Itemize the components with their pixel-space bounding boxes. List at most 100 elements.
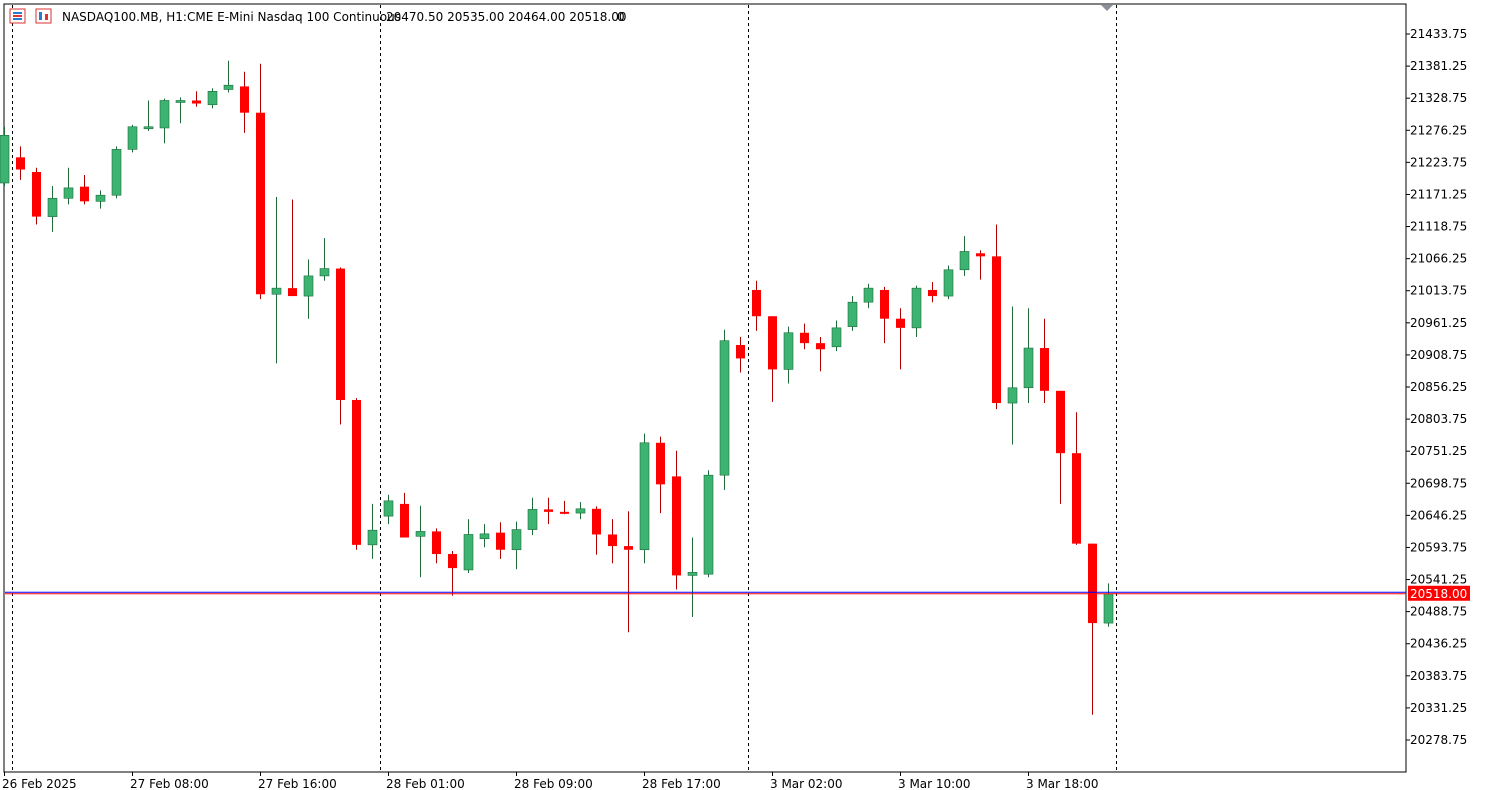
bear-candle-body	[432, 531, 441, 555]
bull-candle-body	[271, 287, 282, 295]
candle-22	[352, 398, 361, 550]
candle-36	[575, 502, 586, 520]
y-tick-label: 20488.75	[1410, 605, 1467, 619]
bear-candle-body	[608, 534, 617, 547]
y-tick-label: 21433.75	[1410, 27, 1467, 41]
candle-60	[959, 236, 970, 276]
bull-candle-body	[223, 84, 234, 90]
candles	[0, 60, 1114, 715]
candle-62	[992, 224, 1001, 410]
bull-candle-body	[383, 500, 394, 517]
candle-29	[463, 519, 474, 573]
bear-candle-body	[592, 508, 601, 535]
bull-candle-body	[575, 508, 586, 514]
chart-type-icon[interactable]	[35, 8, 52, 24]
x-tick-label: 3 Mar 02:00	[770, 777, 843, 790]
candle-6	[95, 190, 106, 209]
bull-candle-body	[207, 91, 218, 106]
candle-9	[143, 100, 154, 132]
candle-19	[303, 259, 314, 319]
bear-candle-body	[656, 442, 665, 485]
x-tick-label: 3 Mar 10:00	[898, 777, 971, 790]
x-tick-label: 27 Feb 16:00	[258, 777, 337, 790]
bear-candle-body	[1040, 348, 1049, 391]
y-tick-label: 21171.25	[1410, 187, 1467, 201]
candle-54	[863, 283, 874, 309]
bear-candle-body	[496, 532, 505, 550]
bull-candle-body	[943, 269, 954, 297]
bear-candle-body	[1088, 543, 1097, 624]
candle-67	[1072, 412, 1081, 545]
y-tick-label: 21013.75	[1410, 284, 1467, 298]
candle-68	[1088, 543, 1097, 715]
candle-42	[672, 450, 681, 590]
candle-46	[736, 337, 745, 373]
chart-shift-marker[interactable]	[1101, 5, 1113, 11]
bull-candle-body	[63, 187, 74, 199]
y-tick-label: 20856.25	[1410, 380, 1467, 394]
bull-candle-body	[0, 135, 10, 184]
bear-candle-body	[928, 289, 937, 297]
candle-50	[800, 323, 809, 350]
candle-21	[336, 267, 345, 425]
y-tick-label: 20383.75	[1410, 669, 1467, 683]
candle-39	[624, 511, 633, 633]
bear-candle-body	[544, 509, 553, 512]
bear-candle-body	[256, 112, 265, 295]
x-tick-label: 28 Feb 17:00	[642, 777, 721, 790]
candle-48	[768, 316, 777, 402]
candle-24	[383, 494, 394, 525]
bear-candle-body	[336, 268, 345, 400]
candle-57	[911, 285, 922, 338]
x-tick-label: 26 Feb 2025	[2, 777, 77, 790]
bull-candle-body	[959, 251, 970, 271]
candle-1	[16, 146, 25, 180]
time-axis[interactable]: 26 Feb 2025 27 Feb 08:00 27 Feb 16:00 28 Fe…	[2, 772, 1099, 790]
y-tick-label: 21223.75	[1410, 155, 1467, 169]
bull-candle-body	[911, 287, 922, 329]
candle-26	[415, 505, 426, 578]
candle-37	[592, 506, 601, 555]
bull-candle-body	[159, 100, 170, 129]
bear-candle-body	[816, 343, 825, 350]
candle-20	[319, 238, 330, 281]
bull-candle-body	[95, 194, 106, 202]
y-tick-label: 20908.75	[1410, 348, 1467, 362]
bull-candle-body	[143, 126, 154, 130]
y-tick-label: 20541.25	[1410, 573, 1467, 587]
bear-candle-body	[1056, 390, 1065, 454]
bull-candle-body	[127, 126, 138, 150]
y-tick-label: 20331.25	[1410, 701, 1467, 715]
candle-34	[544, 497, 553, 525]
candle-0	[0, 126, 10, 187]
candle-33	[527, 497, 538, 536]
bear-candle-body	[16, 157, 25, 170]
candle-66	[1056, 390, 1065, 504]
chart-header: NASDAQ100.MB, H1: CME E-Mini Nasdaq 100 …	[9, 5, 1113, 24]
bull-candle-body	[1023, 347, 1034, 389]
bull-candle-body	[703, 474, 714, 575]
volume-value: 0	[617, 10, 625, 24]
y-tick-label: 20278.75	[1410, 733, 1467, 747]
current-price-tag-bg	[1408, 585, 1470, 601]
y-tick-label: 21276.25	[1410, 123, 1467, 137]
candle-15	[240, 71, 249, 133]
candle-28	[448, 550, 457, 596]
x-tick-label: 3 Mar 18:00	[1026, 777, 1099, 790]
bull-candle-body	[719, 340, 730, 476]
bear-candle-body	[768, 316, 777, 370]
candle-2	[32, 167, 41, 225]
bull-candle-body	[831, 327, 842, 348]
bull-candle-body	[479, 533, 490, 540]
plot-area[interactable]	[3, 3, 1407, 773]
candle-61	[976, 250, 985, 280]
trade-panel-icon[interactable]	[9, 8, 26, 24]
bull-candle-body	[639, 442, 650, 551]
candle-49	[783, 326, 794, 384]
candle-52	[831, 320, 842, 352]
bear-candle-body	[32, 171, 41, 217]
candle-51	[816, 337, 825, 372]
x-tick-label: 28 Feb 09:00	[514, 777, 593, 790]
price-axis[interactable]: 21433.75 21381.25 21328.75 21276.25 21223.75…	[1406, 27, 1470, 747]
